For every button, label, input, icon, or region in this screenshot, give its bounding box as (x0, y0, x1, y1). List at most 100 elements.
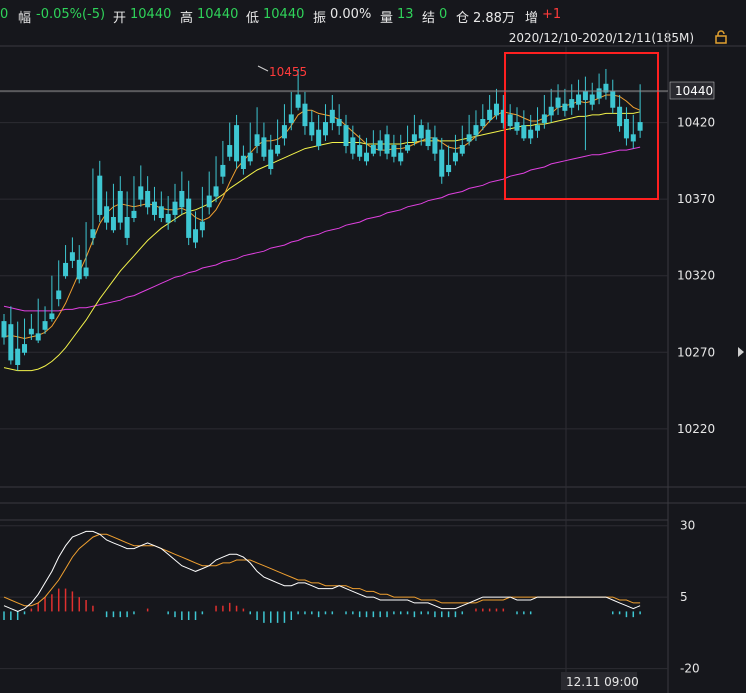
candle-body (227, 145, 233, 157)
candle-body (459, 145, 465, 154)
candle-body (617, 106, 623, 127)
increase-value: +1 (542, 7, 562, 22)
candle-body (145, 190, 151, 208)
expand-arrow-icon[interactable] (738, 347, 744, 357)
time-axis-label: 12.11 09:00 (566, 675, 639, 689)
candle-body (535, 125, 541, 131)
candle-body (288, 114, 294, 124)
candle-body (329, 109, 335, 124)
price-tick-label: 10370 (677, 192, 715, 206)
candle-body (521, 125, 527, 139)
candle-body (179, 190, 185, 208)
low-label: 低 (246, 11, 260, 26)
candle-body (97, 175, 103, 215)
current-price-tag: 10440 (675, 84, 713, 98)
candle-body (555, 97, 561, 108)
candle-body (268, 149, 274, 169)
candle-body (391, 145, 397, 157)
candle-body (576, 94, 582, 105)
candle-body (364, 152, 370, 162)
candle-body (541, 114, 547, 124)
open-value: 10440 (130, 7, 172, 22)
price-tick-label: 10420 (677, 116, 715, 130)
amplitude-label: 幅 (18, 11, 32, 26)
candle-body (623, 119, 629, 139)
increase-label: 增 (525, 11, 539, 26)
ma-short-line (3, 94, 641, 340)
candle-body (316, 129, 322, 147)
candle-body (138, 186, 144, 200)
candle-body (432, 137, 438, 154)
candle-body (309, 122, 315, 136)
candle-body (336, 119, 342, 127)
candle-body (213, 186, 219, 197)
lock-icon[interactable] (715, 30, 727, 44)
candle-body (487, 109, 493, 120)
candle-body (261, 137, 267, 157)
candle-body (507, 114, 513, 127)
swing-value: 0.00% (330, 7, 372, 22)
macd-indicator (3, 530, 641, 623)
candle-body (281, 125, 287, 139)
candle-body (35, 333, 41, 341)
grid-lines (0, 30, 746, 693)
ma-long-line (3, 146, 641, 312)
macd-axis: 30 5 -20 (680, 519, 700, 676)
candle-body (28, 328, 34, 335)
candle-body (514, 122, 520, 131)
high-marker-label: 10455 (269, 65, 307, 79)
macd-tick-label: 30 (680, 519, 695, 533)
candle-body (425, 129, 431, 147)
candle-body (384, 134, 390, 154)
high-label: 高 (180, 11, 194, 26)
open-label: 开 (113, 11, 127, 26)
candle-body (322, 122, 328, 136)
candle-body (131, 210, 137, 218)
candle-body (630, 134, 636, 142)
date-range-label: 2020/12/10-2020/12/11(185M) (508, 31, 694, 45)
candle-body (411, 134, 417, 142)
candle-body (199, 221, 205, 231)
candle-body (234, 125, 240, 162)
candle-body (405, 145, 411, 151)
candlesticks (1, 68, 643, 371)
settle-value: 0 (439, 7, 448, 22)
candle-body (302, 103, 308, 127)
macd-tick-label: -20 (680, 662, 700, 676)
candle-body (610, 91, 616, 108)
candle-body (247, 152, 253, 162)
candle-body (295, 94, 301, 108)
candle-body (637, 122, 643, 131)
candle-body (452, 152, 458, 162)
candle-body (158, 206, 164, 218)
candle-body (473, 125, 479, 136)
price-tick-label: 10270 (677, 345, 715, 359)
time-label-bg (561, 672, 637, 690)
highlight-box (504, 52, 659, 200)
candle-body (357, 145, 363, 157)
candle-body (446, 164, 452, 173)
candle-body (275, 145, 281, 154)
candle-body (220, 164, 226, 177)
candle-body (582, 91, 588, 101)
candle-body (254, 134, 260, 147)
candle-body (42, 321, 48, 330)
low-value: 10440 (263, 7, 305, 22)
candle-body (528, 129, 534, 139)
macd-tick-label: 5 (680, 590, 688, 604)
candle-body (90, 229, 96, 238)
price-axis: 10420 10370 10320 10270 10220 (677, 116, 715, 436)
macd-dea-line (3, 533, 641, 607)
amplitude-value: -0.05%(-5) (36, 7, 106, 22)
candle-body (370, 145, 376, 154)
candle-body (8, 324, 14, 361)
candle-body (466, 134, 472, 142)
candle-body (589, 94, 595, 105)
candle-body (69, 252, 75, 261)
high-marker-pointer (257, 65, 269, 72)
volume-label: 量 (380, 11, 394, 26)
moving-average-lines (3, 94, 641, 372)
candle-body (124, 217, 130, 238)
macd-dif-line (3, 530, 641, 612)
candle-body (569, 99, 575, 108)
